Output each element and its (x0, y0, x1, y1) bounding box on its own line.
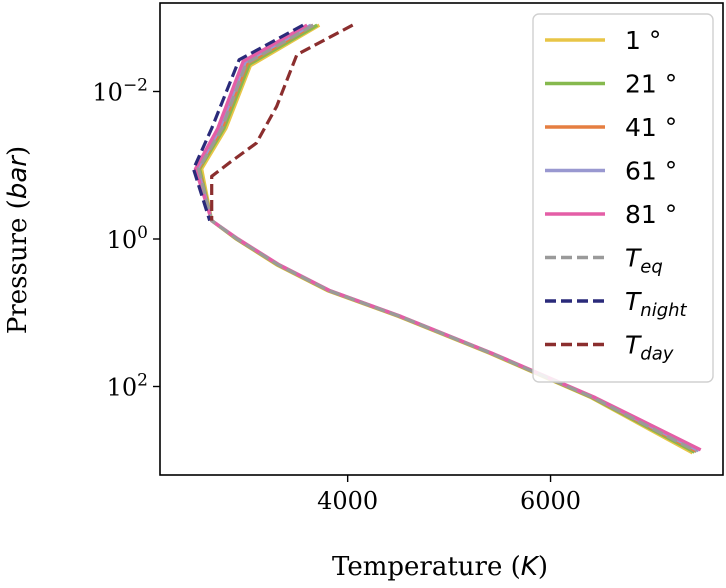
legend-label-teq: Teq (625, 244, 663, 278)
y-tick-exponent: 0 (137, 223, 148, 243)
series-line-tday (210, 23, 354, 221)
y-tick-exponent: 2 (137, 371, 148, 391)
legend-label-81: 81 ° (625, 200, 677, 229)
y-axis-unit: bar (3, 154, 33, 199)
y-tick-base: 10 (107, 374, 138, 402)
x-axis-unit: K (521, 552, 540, 582)
y-tick-base: 10 (92, 79, 123, 107)
x-tick-label-6000: 6000 (520, 487, 581, 515)
y-tick-label-1e-2: 10−2 (92, 76, 148, 107)
series-line-tnight (191, 23, 304, 222)
legend-label-41: 41 ° (625, 113, 677, 142)
plot-lines (191, 23, 702, 455)
legend: 1 ° 21 ° 41 ° 61 ° 81 ° Teq Tnight Tday (532, 13, 714, 383)
legend-label-21: 21 ° (625, 70, 677, 99)
y-tick-label-1e0: 100 (107, 223, 148, 254)
y-tick-exponent: −2 (123, 76, 148, 96)
legend-label-tday: Tday (625, 331, 674, 365)
y-axis-label: Pressure (bar) (3, 146, 33, 334)
legend-label-61: 61 ° (625, 157, 677, 186)
x-tick-label-4000: 4000 (317, 487, 378, 515)
legend-box (532, 13, 714, 383)
y-tick-base: 10 (107, 226, 138, 254)
series-line-teq (196, 23, 698, 453)
x-axis-label: Temperature (K) (332, 552, 548, 582)
legend-label-tnight: Tnight (625, 287, 688, 321)
legend-label-1: 1 ° (625, 26, 661, 55)
y-tick-label-1e2: 102 (107, 371, 148, 402)
